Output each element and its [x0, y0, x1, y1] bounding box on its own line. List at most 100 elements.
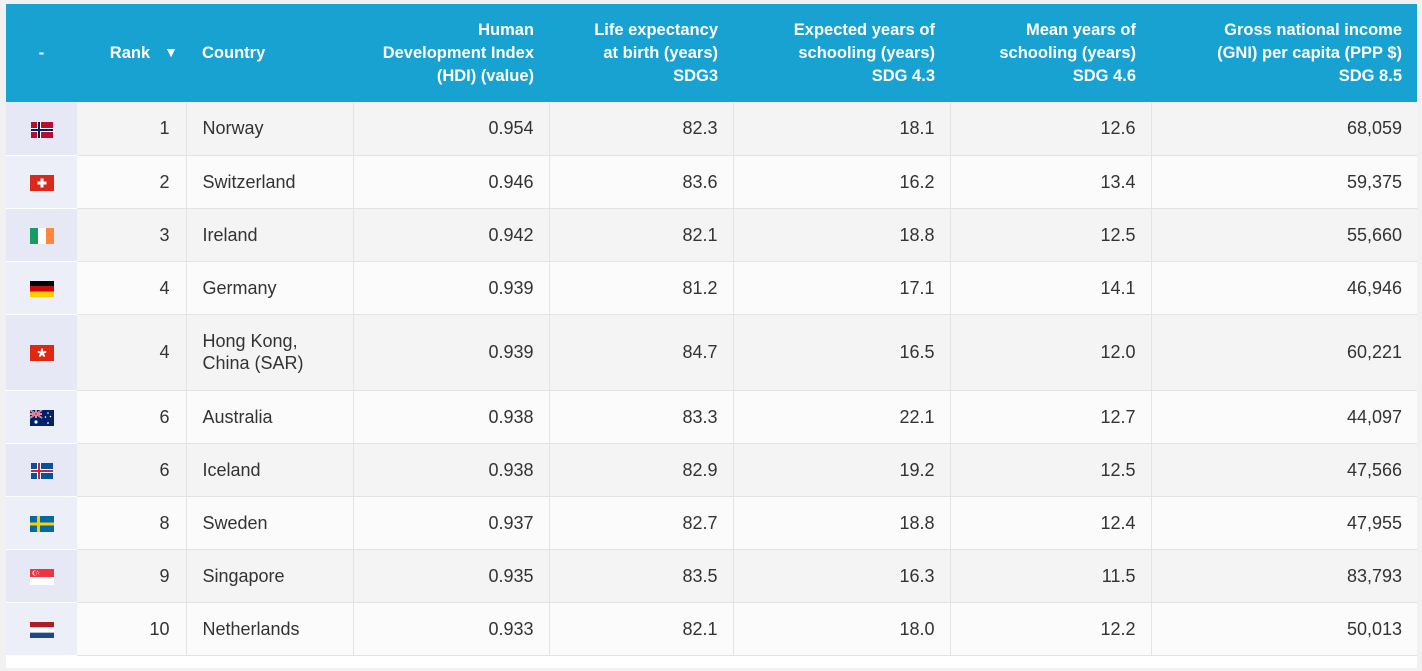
- hdi-column-header[interactable]: Human Development Index (HDI) (value): [353, 4, 549, 102]
- norway-flag-icon: [30, 121, 54, 138]
- mean-schooling-cell: 12.5: [950, 443, 1152, 497]
- iceland-flag-icon: [30, 462, 54, 479]
- switzerland-flag-icon: [29, 174, 54, 191]
- hdi-cell: 0.954: [353, 102, 550, 156]
- gni-cell: 46,946: [1151, 261, 1417, 315]
- germany-flag-icon: [29, 280, 54, 297]
- mean-schooling-cell: 12.7: [950, 390, 1152, 444]
- flag-header-label: -: [38, 43, 45, 62]
- table-row[interactable]: 2 Switzerland 0.946 83.6 16.2 13.4 59,375: [6, 155, 1417, 209]
- expected-schooling-cell: 17.1: [733, 261, 951, 315]
- table-row[interactable]: 10 Netherlands 0.933 82.1 18.0 12.2 50,013: [6, 602, 1417, 656]
- expected-schooling-cell: 16.5: [733, 314, 951, 391]
- rank-cell: 8: [77, 496, 187, 550]
- country-cell: Australia: [186, 390, 354, 444]
- sweden-flag-icon: [29, 515, 54, 532]
- hdi-cell: 0.933: [353, 602, 550, 656]
- gni-cell: 47,955: [1151, 496, 1417, 550]
- life-expectancy-cell: 83.5: [549, 549, 734, 603]
- expected-schooling-cell: 19.2: [733, 443, 951, 497]
- country-cell: Norway: [186, 102, 354, 156]
- expected-schooling-cell: 18.8: [733, 208, 951, 262]
- hdi-cell: 0.939: [353, 314, 550, 391]
- netherlands-flag-icon: [29, 621, 54, 638]
- flag-column-header[interactable]: -: [6, 4, 77, 102]
- rank-cell: 9: [77, 549, 187, 603]
- mean-schooling-cell: 12.4: [950, 496, 1152, 550]
- expected-schooling-cell: 22.1: [733, 390, 951, 444]
- gni-column-header[interactable]: Gross national income (GNI) per capita (…: [1151, 4, 1417, 102]
- flag-cell: [6, 443, 77, 497]
- australia-flag-icon: [29, 409, 54, 426]
- country-cell: Sweden: [186, 496, 354, 550]
- gni-cell: 59,375: [1151, 155, 1417, 209]
- rank-cell: 10: [77, 602, 187, 656]
- flag-cell: [6, 155, 77, 209]
- flag-cell: [6, 314, 77, 391]
- flag-cell: [6, 390, 77, 444]
- country-cell: Iceland: [186, 443, 354, 497]
- table-row[interactable]: 9 Singapore 0.935 83.5 16.3 11.5 83,793: [6, 549, 1417, 603]
- life-expectancy-cell: 82.3: [549, 102, 734, 156]
- rank-cell: 6: [77, 443, 187, 497]
- table-body: 1 Norway 0.954 82.3 18.1 12.6 68,059 2 Switzerla…: [6, 102, 1417, 656]
- gni-cell: 83,793: [1151, 549, 1417, 603]
- expected-schooling-cell: 18.1: [733, 102, 951, 156]
- hdi-cell: 0.938: [353, 443, 550, 497]
- gni-cell: 47,566: [1151, 443, 1417, 497]
- mean-schooling-cell: 12.5: [950, 208, 1152, 262]
- country-column-header[interactable]: Country: [186, 4, 353, 102]
- hdi-cell: 0.946: [353, 155, 550, 209]
- rank-cell: 4: [77, 261, 187, 315]
- life-expectancy-cell: 83.3: [549, 390, 734, 444]
- table-row[interactable]: 8 Sweden 0.937 82.7 18.8 12.4 47,955: [6, 496, 1417, 550]
- life-expectancy-cell: 82.7: [549, 496, 734, 550]
- mean-schooling-cell: 14.1: [950, 261, 1152, 315]
- flag-cell: [6, 261, 77, 315]
- hdi-cell: 0.937: [353, 496, 550, 550]
- life-expectancy-cell: 81.2: [549, 261, 734, 315]
- life-expectancy-cell: 82.1: [549, 602, 734, 656]
- table-header: - Rank ▼ Country Human Development Index …: [6, 4, 1417, 102]
- singapore-flag-icon: [29, 568, 54, 585]
- table-row[interactable]: 4 Germany 0.939 81.2 17.1 14.1 46,946: [6, 261, 1417, 315]
- header-row: - Rank ▼ Country Human Development Index …: [6, 4, 1417, 102]
- rank-header-label: Rank: [109, 43, 151, 62]
- expected-schooling-column-header[interactable]: Expected years of schooling (years) SDG …: [733, 4, 950, 102]
- gni-cell: 50,013: [1151, 602, 1417, 656]
- rank-cell: 6: [77, 390, 187, 444]
- flag-cell: [6, 549, 77, 603]
- flag-cell: [6, 602, 77, 656]
- table-row[interactable]: 6 Iceland 0.938 82.9 19.2 12.5 47,566: [6, 443, 1417, 497]
- mean-schooling-cell: 12.2: [950, 602, 1152, 656]
- table-row[interactable]: 6 Australia 0.938 83.3 22.1 12.7 44,097: [6, 390, 1417, 444]
- hdi-cell: 0.942: [353, 208, 550, 262]
- hdi-table-container: - Rank ▼ Country Human Development Index …: [6, 4, 1417, 668]
- mean-schooling-cell: 13.4: [950, 155, 1152, 209]
- country-cell: Singapore: [186, 549, 354, 603]
- flag-cell: [6, 496, 77, 550]
- gni-cell: 55,660: [1151, 208, 1417, 262]
- hdi-cell: 0.939: [353, 261, 550, 315]
- mean-schooling-cell: 11.5: [950, 549, 1152, 603]
- gni-cell: 60,221: [1151, 314, 1417, 391]
- hdi-cell: 0.935: [353, 549, 550, 603]
- mean-schooling-column-header[interactable]: Mean years of schooling (years) SDG 4.6: [950, 4, 1151, 102]
- rank-column-header[interactable]: Rank ▼: [77, 4, 186, 102]
- mean-schooling-cell: 12.0: [950, 314, 1152, 391]
- table-row[interactable]: 4 Hong Kong, China (SAR) 0.939 84.7 16.5 12.0…: [6, 314, 1417, 391]
- country-cell: Hong Kong, China (SAR): [186, 314, 354, 391]
- flag-cell: [6, 102, 77, 156]
- rank-cell: 3: [77, 208, 187, 262]
- mean-schooling-cell: 12.6: [950, 102, 1152, 156]
- hdi-ranking-table: - Rank ▼ Country Human Development Index …: [6, 4, 1417, 656]
- ireland-flag-icon: [29, 227, 54, 244]
- table-row[interactable]: 3 Ireland 0.942 82.1 18.8 12.5 55,660: [6, 208, 1417, 262]
- life-expectancy-cell: 82.1: [549, 208, 734, 262]
- gni-cell: 68,059: [1151, 102, 1417, 156]
- country-cell: Switzerland: [186, 155, 354, 209]
- expected-schooling-cell: 18.0: [733, 602, 951, 656]
- life-expectancy-column-header[interactable]: Life expectancy at birth (years) SDG3: [549, 4, 733, 102]
- sort-descending-icon[interactable]: ▼: [164, 43, 178, 60]
- table-row[interactable]: 1 Norway 0.954 82.3 18.1 12.6 68,059: [6, 102, 1417, 156]
